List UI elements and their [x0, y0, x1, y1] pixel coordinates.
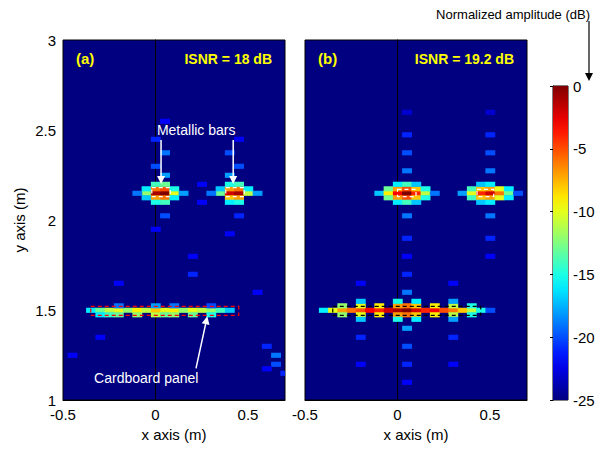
svg-text:y axis (m): y axis (m): [11, 188, 28, 253]
svg-text:-15: -15: [573, 266, 595, 283]
svg-text:0.5: 0.5: [238, 406, 259, 423]
svg-text:-10: -10: [573, 203, 595, 220]
svg-text:(a): (a): [76, 50, 94, 67]
svg-text:0: 0: [573, 78, 581, 95]
svg-text:2: 2: [48, 212, 56, 229]
svg-text:1.5: 1.5: [35, 302, 56, 319]
svg-text:x axis (m): x axis (m): [142, 426, 207, 443]
svg-text:0: 0: [151, 406, 159, 423]
svg-text:x axis (m): x axis (m): [384, 426, 449, 443]
svg-text:1: 1: [47, 391, 56, 409]
svg-text:-5: -5: [573, 140, 586, 157]
svg-text:Normalized amplitude (dB): Normalized amplitude (dB): [436, 7, 590, 22]
svg-text:-0.5: -0.5: [50, 406, 76, 423]
svg-text:ISNR = 19.2 dB: ISNR = 19.2 dB: [415, 51, 514, 67]
svg-text:Metallic bars: Metallic bars: [157, 122, 236, 138]
svg-text:-0.5: -0.5: [292, 406, 318, 423]
svg-text:-20: -20: [573, 329, 595, 346]
svg-text:-25: -25: [573, 392, 595, 409]
svg-text:2.5: 2.5: [35, 122, 56, 139]
svg-text:ISNR = 18 dB: ISNR = 18 dB: [184, 51, 272, 67]
svg-text:0.5: 0.5: [480, 406, 501, 423]
svg-text:Cardboard panel: Cardboard panel: [94, 370, 198, 386]
svg-text:(b): (b): [318, 50, 337, 67]
svg-text:3: 3: [48, 32, 56, 49]
svg-text:0: 0: [393, 406, 401, 423]
